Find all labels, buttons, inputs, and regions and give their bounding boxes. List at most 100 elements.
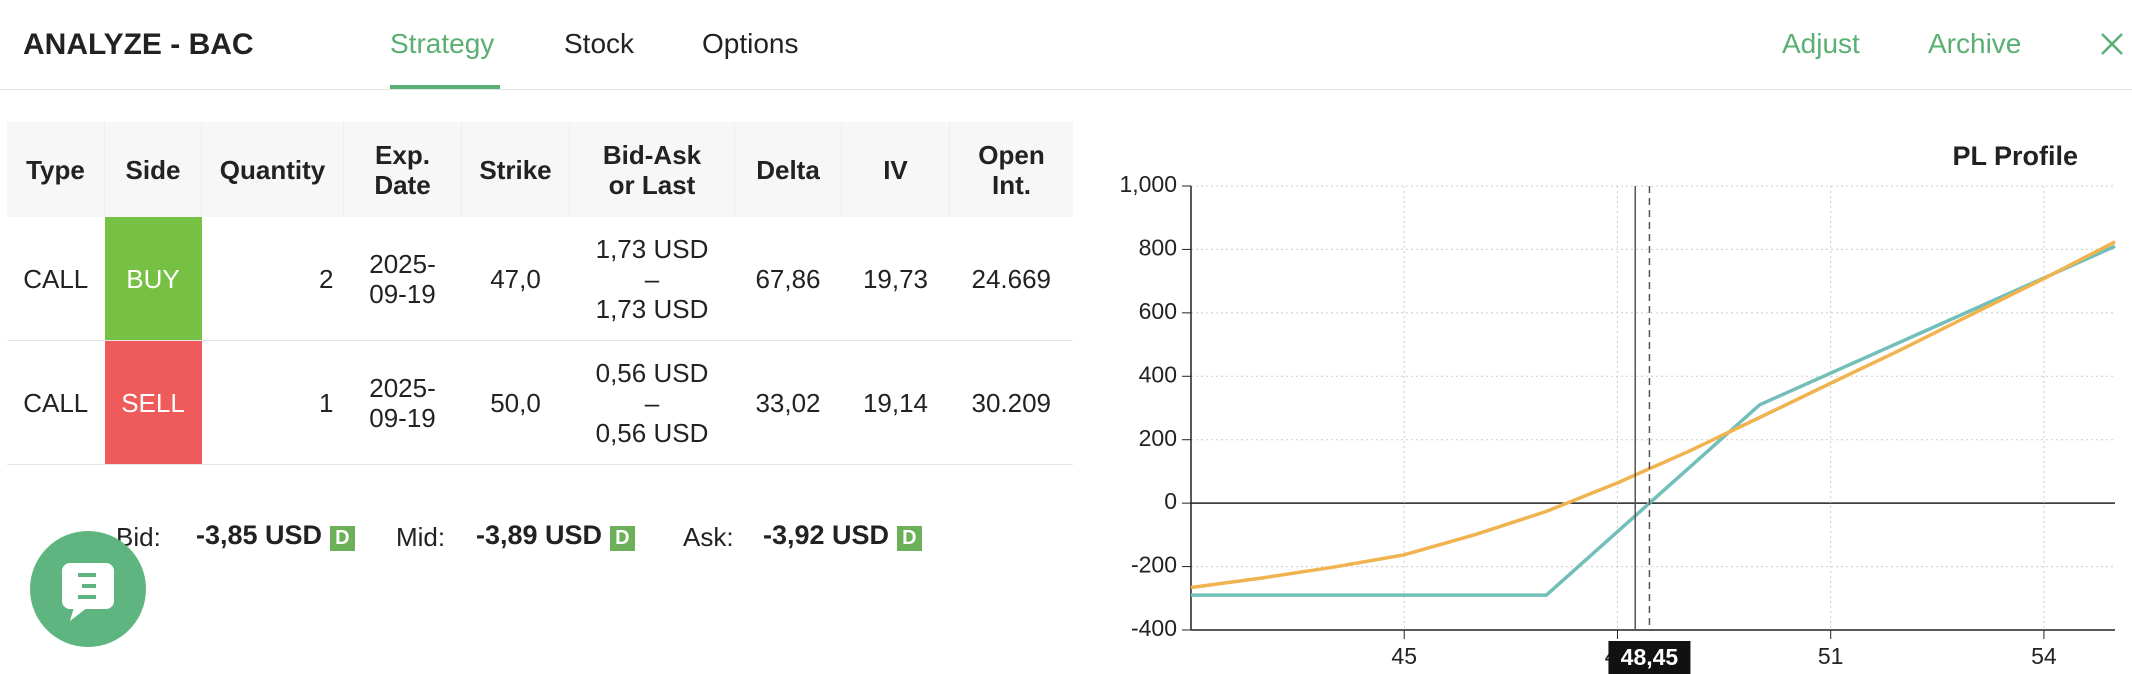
- summary-amount: -3,92 USD: [763, 520, 890, 550]
- cell-text: 1: [319, 387, 334, 418]
- leg-row: CALL BUY 2 2025-09-19 47,0 1,73 USD –1,73 USD 6…: [7, 217, 1073, 341]
- column-header: Side: [104, 122, 202, 217]
- cell: BUY: [104, 217, 202, 341]
- cell-text: 2025-09-19: [369, 372, 436, 433]
- cell-text: 33,02: [755, 387, 821, 418]
- x-tick-label: 45: [1391, 643, 1417, 669]
- column-header: Quantity: [201, 122, 344, 217]
- column-header: Exp. Date: [343, 122, 462, 217]
- x-tick-label: 54: [2031, 643, 2057, 669]
- header-line: Bid-Ask: [602, 139, 702, 170]
- chat-icon: [62, 563, 114, 621]
- header-line: Strike: [479, 154, 552, 185]
- summary-value: -3,92 USD D: [763, 520, 922, 551]
- summary-label: Mid:: [396, 522, 446, 552]
- tab[interactable]: Strategy: [390, 28, 495, 59]
- chart: PL Profile -400 -200 0 200 400 600 800 1,000 45 4…: [1119, 141, 2116, 674]
- chat-button[interactable]: [30, 531, 146, 647]
- y-tick-label: 400: [1139, 361, 1177, 387]
- series-line: [1191, 244, 2116, 597]
- tab[interactable]: Stock: [564, 28, 635, 59]
- cell: CALL: [7, 217, 105, 341]
- summary-amount: -3,85 USD: [196, 520, 323, 550]
- x-tick-label: 51: [1818, 643, 1844, 669]
- cell-text: 67,86: [755, 263, 821, 294]
- cell-text: SELL: [121, 387, 185, 418]
- y-tick-label: 600: [1139, 298, 1177, 324]
- cell-text: 24.669: [971, 263, 1052, 294]
- cell-line: 1,73 USD: [595, 293, 709, 324]
- header: ANALYZE - BAC Strategy Stock Options Adj…: [0, 0, 2132, 90]
- action[interactable]: Archive: [1928, 28, 2022, 59]
- cell-line: –: [644, 263, 660, 294]
- cell: 67,86: [734, 217, 842, 341]
- cell-line: –: [644, 387, 660, 418]
- header-line: Quantity: [219, 154, 326, 185]
- close-button[interactable]: [2100, 32, 2124, 56]
- header-row: Type Side Quantity Exp. Date Strike Bid-Ask or …: [7, 122, 1073, 217]
- page-title: ANALYZE - BAC: [23, 28, 254, 61]
- cell-text: 50,0: [490, 387, 541, 418]
- header-line: Date: [374, 169, 431, 200]
- summary-value: -3,85 USD D: [196, 520, 355, 551]
- legs-table: Type Side Quantity Exp. Date Strike Bid-Ask or …: [7, 122, 1073, 465]
- cell: 47,0: [461, 217, 570, 341]
- column-header: Open Int.: [949, 122, 1073, 217]
- header-line: IV: [883, 154, 908, 185]
- cell-line: 1,73 USD: [595, 233, 709, 264]
- header-line: Int.: [992, 169, 1031, 200]
- column-header: Type: [7, 122, 105, 217]
- cell-line: 0,56 USD: [595, 417, 709, 448]
- series-line: [1190, 240, 2116, 590]
- y-tick-label: 800: [1139, 235, 1177, 261]
- cell-text: 30.209: [971, 387, 1052, 418]
- column-header: Delta: [734, 122, 842, 217]
- cell: 0,56 USD –0,56 USD: [569, 340, 735, 465]
- badge: D: [330, 526, 355, 551]
- header-line: Type: [26, 154, 85, 185]
- header-line: Open: [978, 139, 1045, 170]
- cell: CALL: [7, 340, 105, 465]
- marker-label-box: [1608, 641, 1691, 674]
- cell-text: 2: [319, 263, 334, 294]
- cell: 19,14: [841, 340, 950, 465]
- tab-underline: [390, 85, 500, 89]
- column-header: Bid-Ask or Last: [569, 122, 735, 217]
- cell: 1: [201, 340, 344, 465]
- tab[interactable]: Options: [702, 28, 799, 59]
- y-tick-label: 0: [1164, 488, 1177, 514]
- cell: 19,73: [841, 217, 950, 341]
- header-line: Side: [125, 154, 181, 185]
- marker-label: 48,45: [1621, 644, 1679, 670]
- y-tick-label: -200: [1131, 552, 1177, 578]
- summary-value: -3,89 USD D: [476, 520, 635, 551]
- cell: 24.669: [949, 217, 1073, 341]
- summary-amount: -3,89 USD: [476, 520, 603, 550]
- header-line: Exp.: [375, 139, 430, 170]
- cell: 50,0: [461, 340, 570, 465]
- cell-text: 2025-09-19: [369, 248, 436, 309]
- y-tick-label: -400: [1131, 615, 1177, 641]
- column-header: Strike: [461, 122, 570, 217]
- y-tick-label: 200: [1139, 425, 1177, 451]
- cell: 30.209: [949, 340, 1073, 465]
- cell-text: 19,14: [862, 387, 929, 418]
- cell: SELL: [104, 340, 202, 465]
- cell-line: 0,56 USD: [595, 357, 709, 388]
- header-line: or Last: [608, 169, 696, 200]
- cell: 1,73 USD –1,73 USD: [569, 217, 735, 341]
- summary-label: Ask:: [683, 522, 734, 552]
- badge: D: [610, 526, 635, 551]
- leg-row: CALL SELL 1 2025-09-19 50,0 0,56 USD –0,56 USD…: [7, 340, 1073, 465]
- header-line: Delta: [756, 154, 820, 185]
- badge: D: [897, 526, 922, 551]
- cell-text: 19,73: [862, 263, 929, 294]
- column-header: IV: [841, 122, 950, 217]
- cell-text: CALL: [23, 263, 89, 294]
- cell: 2025-09-19: [343, 340, 462, 465]
- action[interactable]: Adjust: [1782, 28, 1860, 59]
- cell: 33,02: [734, 340, 842, 465]
- cell: 2025-09-19: [343, 217, 462, 341]
- cell-text: BUY: [126, 263, 180, 294]
